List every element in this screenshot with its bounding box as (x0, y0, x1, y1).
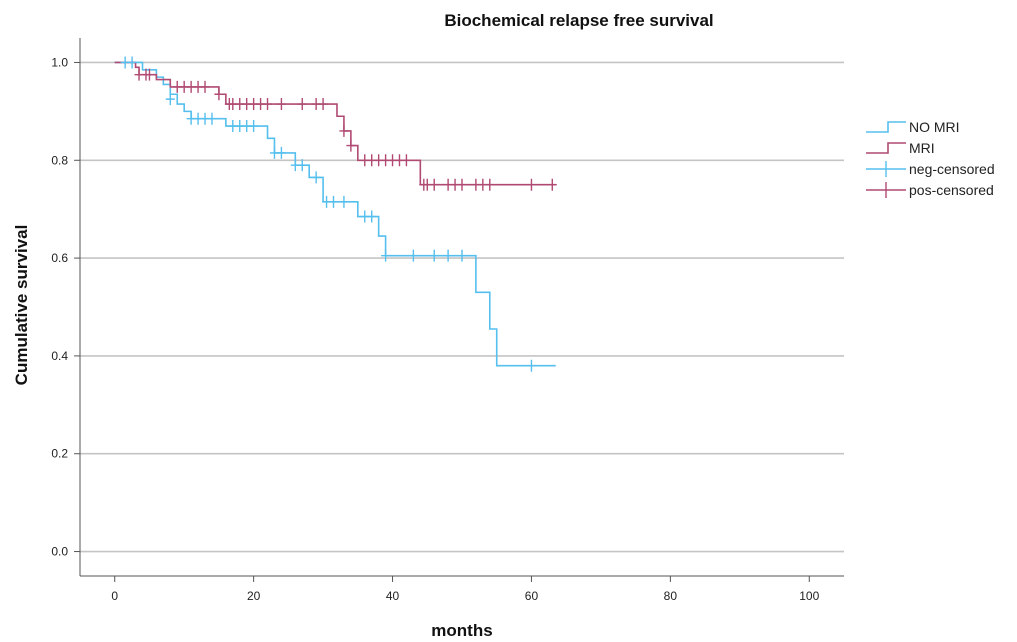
x-tick-label-3: 60 (525, 589, 539, 603)
censor-markers (120, 56, 557, 372)
censor-mark-mri-17 (297, 98, 307, 111)
censor-mark-no-mri-15 (311, 171, 321, 184)
legend-label-neg-censored: neg-censored (909, 161, 995, 177)
y-tick-label-1: 0.2 (51, 447, 68, 461)
censor-mark-no-mri-22 (408, 249, 418, 262)
x-tick-label-0: 0 (111, 589, 118, 603)
legend-label-pos-censored: pos-censored (909, 182, 994, 198)
x-tick-label-5: 100 (799, 589, 819, 603)
legend-swatch-neg-censored (866, 161, 906, 177)
grid-lines (80, 61, 844, 553)
censor-mark-no-mri-10 (249, 120, 259, 133)
censor-mark-no-mri-12 (276, 146, 286, 159)
censor-mark-mri-8 (214, 88, 224, 101)
censor-mark-mri-16 (276, 98, 286, 111)
y-tick-label-5: 1.0 (51, 55, 68, 69)
legend-swatch-pos-censored (866, 182, 906, 198)
censor-mark-mri-19 (318, 98, 328, 111)
censor-mark-no-mri-2 (165, 93, 175, 106)
axes (79, 38, 844, 577)
legend-label-mri: MRI (909, 140, 935, 156)
censor-mark-mri-28 (401, 154, 411, 167)
legend: NO MRI MRI neg-censored pos-censored (866, 119, 995, 198)
censor-mark-mri-39 (547, 178, 557, 191)
chart-title: Biochemical relapse free survival (444, 11, 713, 30)
censor-mark-no-mri-14 (297, 159, 307, 172)
legend-label-no-mri: NO MRI (909, 119, 960, 135)
x-tick-label-2: 40 (386, 589, 400, 603)
censor-mark-mri-7 (200, 80, 210, 93)
censor-mark-mri-37 (485, 178, 495, 191)
series-line-mri (114, 61, 556, 186)
censor-mark-mri-2 (144, 68, 154, 81)
censor-mark-mri-21 (346, 139, 356, 152)
censor-mark-no-mri-17 (329, 195, 339, 208)
censor-mark-no-mri-6 (207, 112, 217, 125)
x-tick-label-4: 80 (664, 589, 678, 603)
censor-mark-mri-20 (339, 124, 349, 137)
series-lines (114, 61, 556, 367)
censor-mark-no-mri-23 (429, 249, 439, 262)
censor-mark-mri-38 (526, 178, 536, 191)
censor-mark-no-mri-18 (339, 195, 349, 208)
y-tick-label-3: 0.6 (51, 251, 68, 265)
censor-mark-no-mri-1 (127, 56, 137, 69)
y-tick-label-2: 0.4 (51, 349, 68, 363)
y-tick-label-4: 0.8 (51, 153, 68, 167)
censor-mark-mri-34 (457, 178, 467, 191)
censor-mark-no-mri-24 (443, 249, 453, 262)
legend-swatch-no-mri (866, 121, 906, 133)
y-axis-title: Cumulative survival (12, 225, 31, 386)
censor-mark-mri-31 (429, 178, 439, 191)
series-line-no-mri (114, 61, 556, 367)
legend-swatch-mri (866, 142, 906, 154)
x-axis-title: months (431, 621, 492, 640)
censor-mark-no-mri-26 (526, 359, 536, 372)
censor-mark-no-mri-21 (381, 249, 391, 262)
y-axis-ticks: 0.0 0.2 0.4 0.6 0.8 1.0 (51, 55, 80, 559)
censor-mark-no-mri-25 (457, 249, 467, 262)
y-tick-label-0: 0.0 (51, 545, 68, 559)
censor-mark-no-mri-20 (367, 210, 377, 223)
x-axis-ticks: 0 20 40 60 80 100 (111, 576, 820, 603)
censor-mark-mri-15 (263, 98, 273, 111)
x-tick-label-1: 20 (247, 589, 261, 603)
